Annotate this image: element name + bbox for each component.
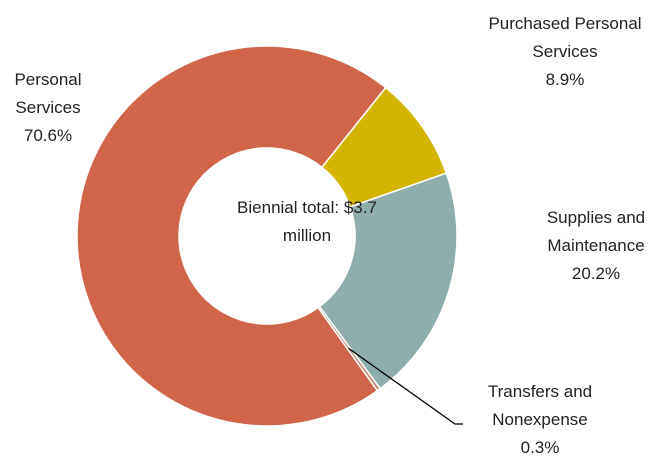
category-label: Transfers and Nonexpense (487, 382, 593, 429)
category-label: Purchased Personal Services (488, 14, 642, 61)
leader-line (348, 347, 463, 425)
category-label: Supplies and Maintenance (546, 208, 646, 255)
value-label: 20.2% (571, 264, 621, 283)
slice-label: Transfers and Nonexpense 0.3% (465, 378, 615, 462)
value-label: 70.6% (23, 126, 73, 145)
slice-label: Purchased Personal Services 8.9% (475, 10, 655, 94)
category-label: Personal Services (14, 70, 82, 117)
value-label: 8.9% (545, 70, 585, 89)
slice-label: Supplies and Maintenance 20.2% (521, 204, 669, 288)
slice (318, 172, 458, 390)
value-label: 0.3% (520, 438, 560, 457)
slice-label: Personal Services 70.6% (0, 66, 98, 150)
slice (76, 45, 387, 427)
center-annotation: Biennial total: $3.7 million (237, 198, 377, 245)
